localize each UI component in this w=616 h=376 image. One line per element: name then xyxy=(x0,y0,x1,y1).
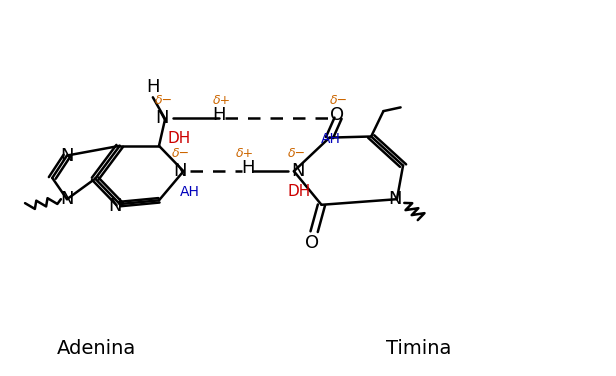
Text: O: O xyxy=(306,234,319,252)
Text: N: N xyxy=(60,147,74,165)
Text: H: H xyxy=(241,159,254,177)
Text: δ+: δ+ xyxy=(213,94,231,107)
Text: DH: DH xyxy=(287,184,310,199)
Text: N: N xyxy=(291,162,305,180)
Text: δ−: δ− xyxy=(171,147,190,160)
Text: N: N xyxy=(108,197,121,215)
Text: N: N xyxy=(388,190,402,208)
Text: O: O xyxy=(330,106,344,124)
Text: H: H xyxy=(213,106,226,124)
Text: δ−: δ− xyxy=(330,94,348,107)
Text: δ+: δ+ xyxy=(236,147,254,160)
Text: DH: DH xyxy=(168,131,191,146)
Text: N: N xyxy=(174,162,187,180)
Text: H: H xyxy=(146,78,160,96)
Text: N: N xyxy=(60,190,74,208)
Text: Timina: Timina xyxy=(386,339,451,358)
Text: δ−: δ− xyxy=(155,94,173,107)
Text: N: N xyxy=(155,109,169,127)
Text: AH: AH xyxy=(180,185,200,199)
Text: Adenina: Adenina xyxy=(57,339,136,358)
Text: δ−: δ− xyxy=(288,147,306,160)
Text: AH: AH xyxy=(322,132,341,146)
